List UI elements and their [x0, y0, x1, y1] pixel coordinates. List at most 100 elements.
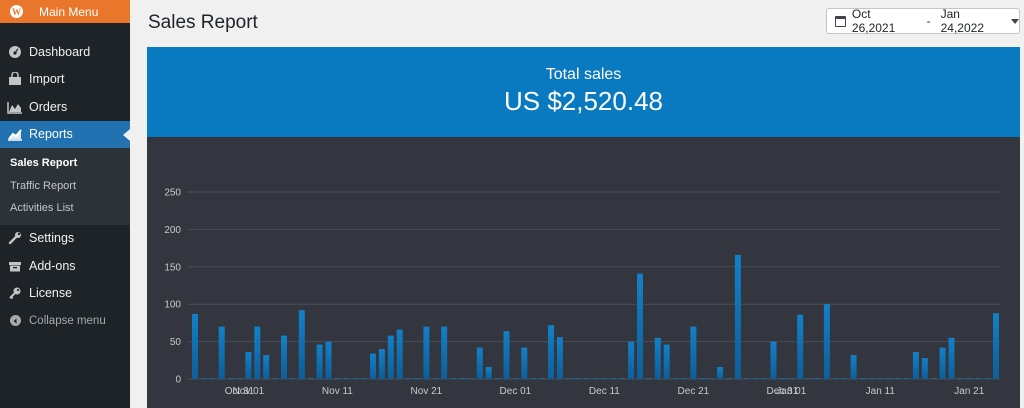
chart-bar[interactable] — [289, 378, 296, 379]
chart-bar[interactable] — [823, 304, 830, 379]
submenu-sales-report[interactable]: Sales Report — [10, 157, 78, 170]
chart-bar[interactable] — [717, 367, 724, 379]
chart-bar[interactable] — [984, 378, 991, 379]
chart-bar[interactable] — [948, 337, 955, 379]
chart-bar[interactable] — [592, 378, 599, 379]
chart-bar[interactable] — [690, 326, 697, 379]
chart-bar[interactable] — [316, 344, 323, 379]
chart-bar[interactable] — [209, 378, 216, 379]
chart-bar[interactable] — [797, 314, 804, 379]
chart-bar[interactable] — [192, 313, 198, 379]
chart-bar[interactable] — [583, 378, 590, 379]
chart-bar[interactable] — [352, 378, 359, 379]
chart-bar[interactable] — [530, 378, 537, 379]
chart-bar[interactable] — [966, 378, 973, 379]
chart-bar[interactable] — [263, 355, 270, 379]
chart-bar[interactable] — [806, 378, 813, 379]
submenu-activities-list[interactable]: Activities List — [10, 202, 74, 215]
chart-bar[interactable] — [378, 349, 385, 379]
chart-bar[interactable] — [939, 347, 946, 379]
chart-bar[interactable] — [459, 378, 465, 379]
chart-bar[interactable] — [672, 378, 679, 379]
chart-bar[interactable] — [699, 378, 706, 379]
chart-bar[interactable] — [957, 378, 964, 379]
chart-bar[interactable] — [298, 310, 305, 379]
chart-bar[interactable] — [503, 331, 510, 379]
chart-bar[interactable] — [512, 378, 519, 379]
chart-bar[interactable] — [743, 378, 750, 379]
chart-bar[interactable] — [441, 326, 448, 379]
chart-bar[interactable] — [726, 378, 732, 379]
chart-bar[interactable] — [877, 378, 884, 379]
chart-bar[interactable] — [815, 378, 821, 379]
date-range-picker[interactable]: Oct 26,2021 - Jan 24,2022 — [826, 7, 1020, 35]
chart-bar[interactable] — [423, 326, 430, 379]
chart-bar[interactable] — [850, 355, 857, 379]
chart-bar[interactable] — [868, 378, 875, 379]
chart-bar[interactable] — [396, 329, 403, 379]
chart-bar[interactable] — [895, 378, 902, 379]
chart-bar[interactable] — [930, 378, 937, 379]
chart-bar[interactable] — [307, 378, 314, 379]
chart-bar[interactable] — [281, 335, 287, 379]
sidebar-item-orders[interactable]: Orders — [0, 93, 130, 121]
chart-bar[interactable] — [334, 378, 341, 379]
chart-bar[interactable] — [485, 367, 492, 379]
chart-bar[interactable] — [993, 313, 999, 379]
chart-bar[interactable] — [708, 378, 715, 379]
chart-bar[interactable] — [343, 378, 350, 379]
chart-bar[interactable] — [628, 341, 635, 379]
chart-bar[interactable] — [574, 378, 581, 379]
chart-bar[interactable] — [645, 378, 652, 379]
sidebar-item-addons[interactable]: Add-ons — [0, 252, 130, 280]
chart-bar[interactable] — [619, 378, 626, 379]
chart-bar[interactable] — [565, 378, 572, 379]
chart-bar[interactable] — [467, 378, 474, 379]
chart-bar[interactable] — [975, 378, 982, 379]
chart-bar[interactable] — [859, 378, 866, 379]
chart-bar[interactable] — [450, 378, 457, 379]
chart-bar[interactable] — [832, 378, 839, 379]
chart-bar[interactable] — [218, 326, 225, 379]
chart-bar[interactable] — [610, 378, 617, 379]
sidebar-item-settings[interactable]: Settings — [0, 225, 130, 253]
chart-bar[interactable] — [637, 273, 643, 379]
chart-bar[interactable] — [539, 378, 546, 379]
main-menu-header[interactable]: W Main Menu — [0, 0, 130, 23]
chart-bar[interactable] — [245, 352, 252, 379]
chart-bar[interactable] — [521, 347, 528, 379]
chart-bar[interactable] — [654, 337, 661, 379]
chart-bar[interactable] — [361, 378, 368, 379]
chart-bar[interactable] — [904, 378, 910, 379]
chart-bar[interactable] — [227, 378, 234, 379]
chart-bar[interactable] — [254, 326, 261, 379]
chart-bar[interactable] — [788, 378, 795, 379]
chart-bar[interactable] — [200, 378, 207, 379]
chart-bar[interactable] — [886, 378, 893, 379]
chart-bar[interactable] — [387, 335, 394, 379]
chart-bar[interactable] — [325, 341, 332, 379]
chart-bar[interactable] — [494, 378, 501, 379]
chart-bar[interactable] — [476, 347, 483, 379]
chart-bar[interactable] — [236, 378, 243, 379]
sidebar-item-license[interactable]: License — [0, 280, 130, 308]
chart-bar[interactable] — [841, 378, 848, 379]
chart-bar[interactable] — [272, 378, 279, 379]
chart-bar[interactable] — [921, 358, 928, 379]
chart-bar[interactable] — [761, 378, 768, 379]
chart-bar[interactable] — [556, 337, 563, 379]
chart-bar[interactable] — [779, 378, 786, 379]
chart-bar[interactable] — [681, 378, 688, 379]
sidebar-item-import[interactable]: Import — [0, 66, 130, 94]
chart-bar[interactable] — [405, 378, 412, 379]
chart-bar[interactable] — [734, 254, 741, 379]
sidebar-item-reports[interactable]: Reports — [0, 120, 130, 148]
chart-bar[interactable] — [770, 341, 777, 379]
chart-bar[interactable] — [752, 378, 759, 379]
sidebar-item-dashboard[interactable]: Dashboard — [0, 38, 130, 66]
chart-bar[interactable] — [432, 378, 439, 379]
chart-bar[interactable] — [601, 378, 608, 379]
chart-bar[interactable] — [414, 378, 421, 379]
submenu-traffic-report[interactable]: Traffic Report — [10, 179, 77, 192]
chart-bar[interactable] — [663, 344, 670, 379]
